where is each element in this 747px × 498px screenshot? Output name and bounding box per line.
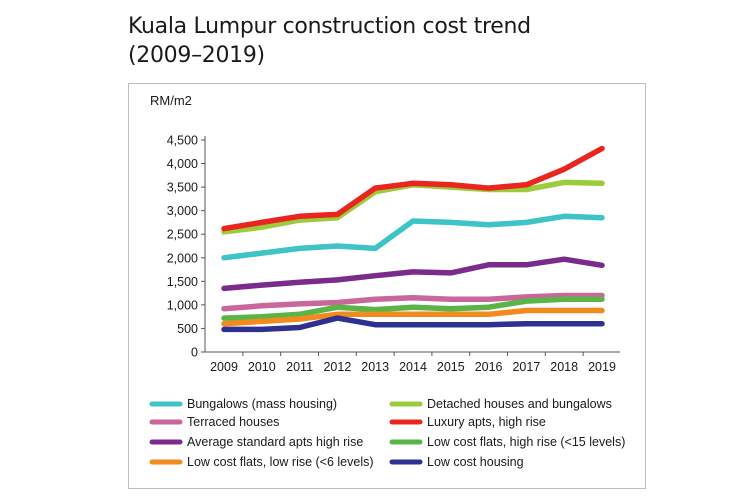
series-line-7 (221, 307, 605, 327)
legend-label: Average standard apts high rise (187, 435, 363, 449)
legend-item: Bungalows (mass housing) (149, 397, 337, 411)
legend-item: Low cost flats, low rise (<6 levels) (149, 455, 374, 469)
x-tick-label: 2017 (512, 360, 540, 374)
x-tick-label: 2019 (588, 360, 616, 374)
series-line-2 (221, 179, 605, 235)
legend-item: Detached houses and bungalows (389, 397, 612, 411)
y-tick-label: 0 (191, 346, 198, 360)
legend: Bungalows (mass housing) Detached houses … (149, 397, 625, 469)
y-tick-label: 3,000 (167, 204, 198, 218)
legend-label: Low cost housing (427, 455, 524, 469)
x-tick-label: 2016 (475, 360, 503, 374)
axes (204, 136, 620, 353)
y-tick-label: 4,000 (167, 157, 198, 171)
series-line-3 (221, 292, 605, 312)
x-tick-label: 2014 (399, 360, 427, 374)
chart-title-line-2: (2009–2019) (128, 43, 265, 68)
chart-title: Kuala Lumpur construction cost trend (20… (128, 12, 688, 70)
legend-label: Low cost flats, high rise (<15 levels) (427, 435, 625, 449)
y-tick-label: 3,500 (167, 181, 198, 195)
series-line-6 (221, 296, 605, 321)
y-tick-label: 1,500 (167, 275, 198, 289)
x-tick-labels: 2009 2010 2011 2012 2013 2014 2015 2016 2017 2018… (210, 352, 616, 374)
y-tick-labels: 0 500 1,000 1,500 2,000 2,500 3,000 3,500 4,000 4… (167, 134, 205, 360)
y-tick-label: 2,500 (167, 228, 198, 242)
chart-frame (128, 83, 646, 489)
x-tick-label: 2009 (210, 360, 238, 374)
series-lines (221, 145, 605, 333)
legend-label: Terraced houses (187, 415, 279, 429)
x-tick-label: 2013 (361, 360, 389, 374)
legend-item: Low cost housing (389, 455, 524, 469)
legend-label: Detached houses and bungalows (427, 397, 612, 411)
legend-item: Terraced houses (149, 415, 279, 429)
legend-label: Bungalows (mass housing) (187, 397, 337, 411)
legend-label: Low cost flats, low rise (<6 levels) (187, 455, 374, 469)
y-tick-label: 4,500 (167, 134, 198, 148)
x-tick-label: 2010 (248, 360, 276, 374)
series-line-5 (221, 256, 605, 292)
series-line-8 (221, 315, 605, 333)
y-tick-label: 2,000 (167, 251, 198, 265)
x-tick-label: 2015 (437, 360, 465, 374)
x-tick-label: 2011 (286, 360, 313, 374)
y-tick-label: 1,000 (167, 298, 198, 312)
chart-title-line-1: Kuala Lumpur construction cost trend (128, 14, 531, 39)
legend-label: Luxury apts, high rise (427, 415, 546, 429)
legend-item: Low cost flats, high rise (<15 levels) (389, 435, 625, 449)
y-axis-unit-label: RM/m2 (150, 93, 192, 108)
legend-item: Luxury apts, high rise (389, 415, 546, 429)
y-tick-label: 500 (177, 322, 198, 336)
x-tick-label: 2018 (550, 360, 578, 374)
series-line-1 (221, 213, 605, 261)
legend-item: Average standard apts high rise (149, 435, 363, 449)
series-line-4 (221, 145, 605, 232)
x-tick-label: 2012 (323, 360, 351, 374)
